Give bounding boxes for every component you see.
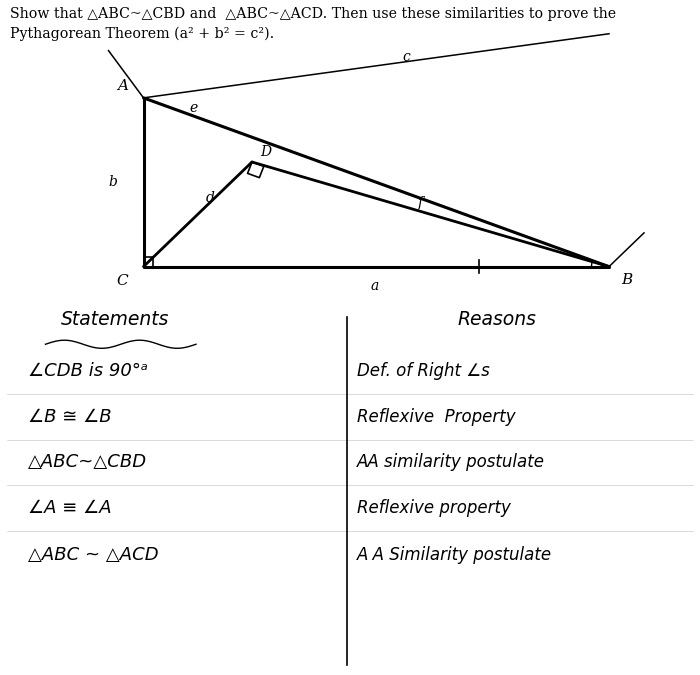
Text: ∠B ≅ ∠B: ∠B ≅ ∠B bbox=[28, 408, 111, 426]
Text: a: a bbox=[370, 279, 379, 294]
Text: A A Similarity postulate: A A Similarity postulate bbox=[357, 546, 552, 564]
Text: Def. of Right ∠s: Def. of Right ∠s bbox=[357, 362, 490, 380]
Text: A: A bbox=[117, 80, 128, 93]
Text: ∠CDB is 90°ᵃ: ∠CDB is 90°ᵃ bbox=[28, 362, 148, 380]
Text: C: C bbox=[116, 274, 128, 288]
Text: e: e bbox=[189, 101, 197, 115]
Text: △ABC ~ △ACD: △ABC ~ △ACD bbox=[28, 546, 159, 564]
Text: Reasons: Reasons bbox=[458, 310, 536, 329]
Text: d: d bbox=[206, 191, 214, 205]
Text: △ABC~△CBD: △ABC~△CBD bbox=[28, 454, 147, 471]
Text: f: f bbox=[417, 196, 423, 209]
Text: D: D bbox=[260, 145, 272, 159]
Text: AA similarity postulate: AA similarity postulate bbox=[357, 454, 545, 471]
Text: Pythagorean Theorem (a² + b² = c²).: Pythagorean Theorem (a² + b² = c²). bbox=[10, 27, 274, 41]
Text: c: c bbox=[402, 50, 410, 64]
Text: Show that △ABC~△CBD and  △ABC~△ACD. Then use these similarities to prove the: Show that △ABC~△CBD and △ABC~△ACD. Then … bbox=[10, 7, 617, 21]
Text: Reflexive  Property: Reflexive Property bbox=[357, 408, 516, 426]
Text: Reflexive property: Reflexive property bbox=[357, 499, 511, 516]
Text: B: B bbox=[622, 273, 633, 288]
Text: b: b bbox=[108, 176, 118, 189]
Text: ∠A ≡ ∠A: ∠A ≡ ∠A bbox=[28, 499, 111, 516]
Text: Statements: Statements bbox=[62, 310, 169, 329]
